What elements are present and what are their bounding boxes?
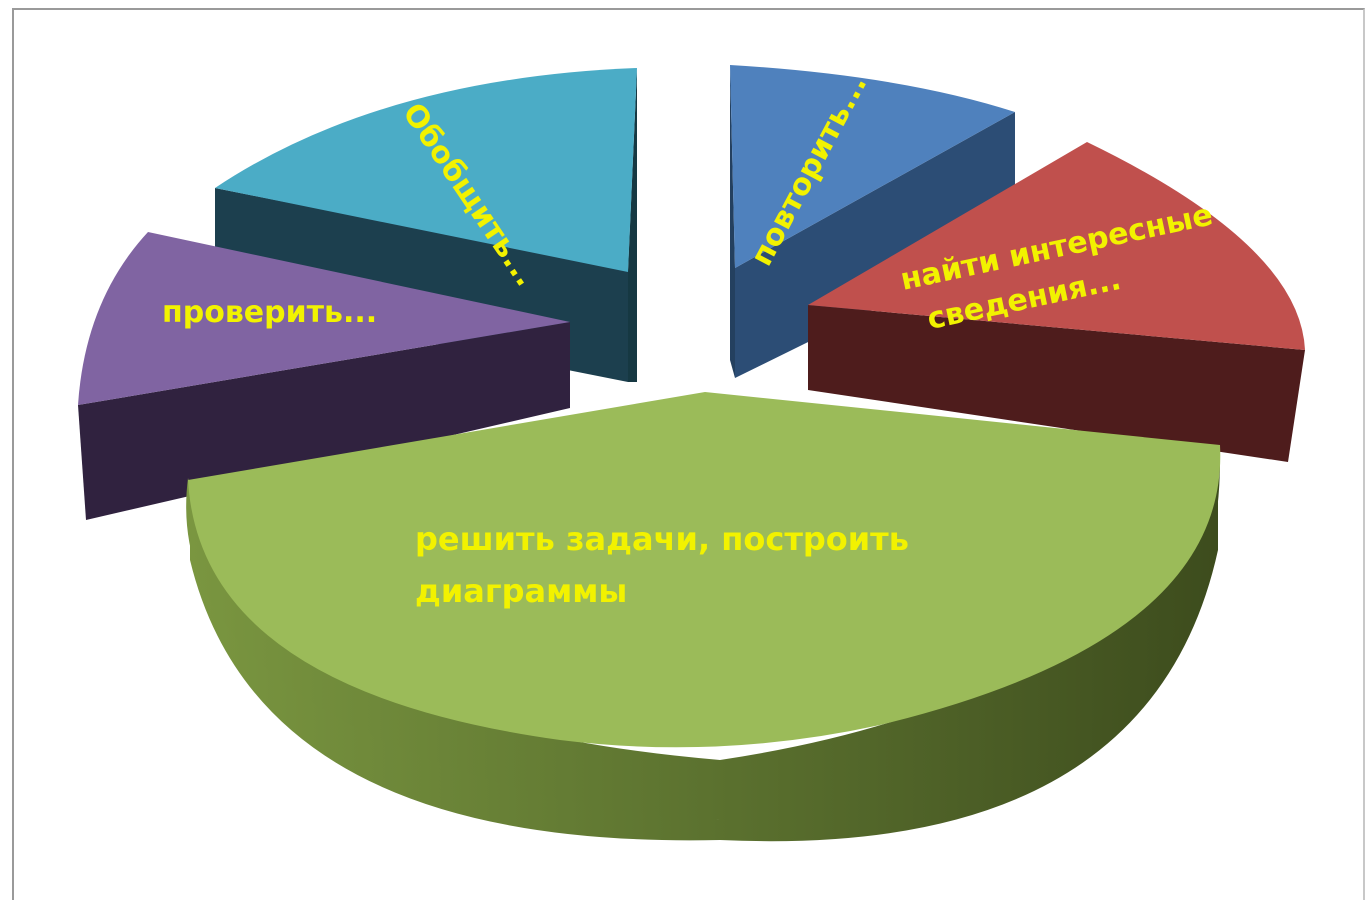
label-reshit-line-2: диаграммы: [415, 572, 627, 610]
label-proverit: проверить...: [162, 295, 377, 330]
slice-nayti: [808, 142, 1305, 462]
slice-reshit-top: [188, 392, 1221, 748]
slice-reshit-side-front: [186, 460, 1221, 821]
slice-obobshchit-side-inner: [628, 68, 637, 382]
slice-povtorit-side: [735, 112, 1015, 378]
slice-povtorit-side-inner: [730, 65, 735, 378]
slice-proverit-side: [78, 322, 570, 520]
slice-obobshchit-top: [215, 68, 637, 272]
slice-povtorit-top: [730, 65, 1015, 268]
slice-povtorit: [730, 65, 1015, 378]
slice-proverit-top: [78, 232, 570, 405]
slice-reshit: [186, 392, 1221, 842]
label-reshit-line-1: решить задачи, построить: [415, 520, 909, 558]
slice-proverit: [78, 232, 570, 520]
slice-nayti-top: [808, 142, 1305, 350]
slice-nayti-side: [808, 305, 1305, 462]
